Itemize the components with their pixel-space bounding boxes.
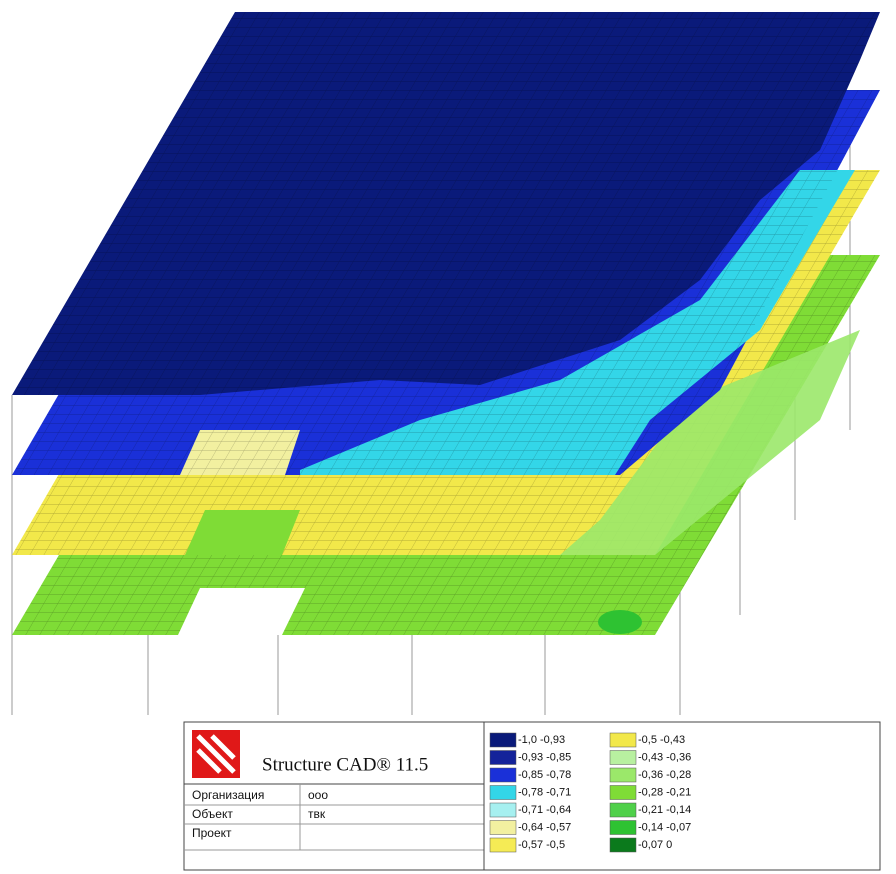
- legend-swatch: [610, 768, 636, 782]
- product-name: Structure CAD® 11.5: [262, 754, 428, 775]
- legend-swatch: [610, 786, 636, 800]
- legend-swatch: [490, 803, 516, 817]
- legend-swatch: [490, 768, 516, 782]
- row-value: ооо: [308, 788, 328, 802]
- legend-swatch: [610, 803, 636, 817]
- legend-swatch: [610, 838, 636, 852]
- legend-label: -0,28 -0,21: [638, 786, 691, 798]
- legend-label: -0,36 -0,28: [638, 769, 691, 781]
- legend-label: -0,64 -0,57: [518, 821, 571, 833]
- legend-label: -0,85 -0,78: [518, 769, 571, 781]
- legend-label: -0,21 -0,14: [638, 804, 691, 816]
- legend: -1,0 -0,93 -0,93 -0,85 -0,85 -0,78 -0,78 -0…: [484, 722, 880, 870]
- legend-swatch: [490, 733, 516, 747]
- legend-label: -1,0 -0,93: [518, 734, 565, 746]
- legend-label: -0,93 -0,85: [518, 751, 571, 763]
- title-block: Structure CAD® 11.5 Организация ооо Объе…: [184, 722, 484, 870]
- screenshot: Structure CAD® 11.5 Организация ооо Объе…: [0, 0, 896, 874]
- legend-swatch: [490, 786, 516, 800]
- legend-swatch: [490, 821, 516, 835]
- legend-swatch: [490, 751, 516, 765]
- legend-label: -0,71 -0,64: [518, 804, 571, 816]
- model-view: Structure CAD® 11.5 Организация ооо Объе…: [0, 0, 896, 874]
- legend-swatch: [610, 821, 636, 835]
- legend-label: -0,14 -0,07: [638, 821, 691, 833]
- legend-label: -0,57 -0,5: [518, 839, 565, 851]
- legend-label: -0,5 -0,43: [638, 734, 685, 746]
- legend-label: -0,78 -0,71: [518, 786, 571, 798]
- row-value: твк: [308, 807, 326, 821]
- legend-swatch: [610, 733, 636, 747]
- legend-swatch: [610, 751, 636, 765]
- row-label: Организация: [192, 788, 264, 802]
- legend-label: -0,07 0: [638, 839, 672, 851]
- legend-label: -0,43 -0,36: [638, 751, 691, 763]
- legend-swatch: [490, 838, 516, 852]
- row-label: Проект: [192, 826, 232, 840]
- row-label: Объект: [192, 807, 233, 821]
